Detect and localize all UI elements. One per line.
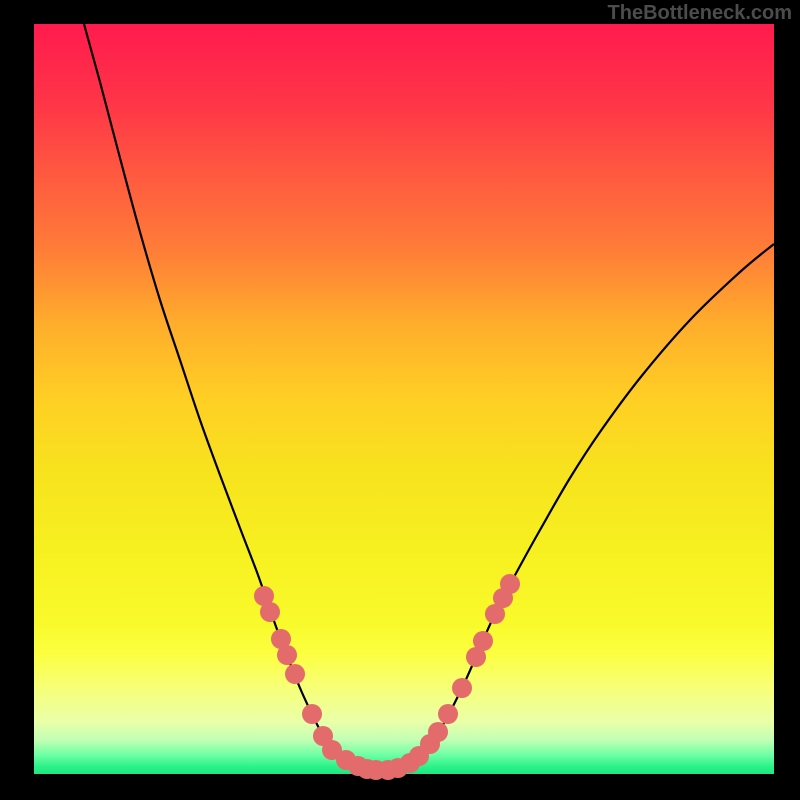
data-marker [438, 704, 458, 724]
data-marker [428, 722, 448, 742]
curve-layer [0, 0, 800, 800]
curve-right-branch [380, 244, 774, 770]
data-marker [277, 645, 297, 665]
watermark-text: TheBottleneck.com [608, 2, 792, 25]
data-marker [500, 574, 520, 594]
data-marker [260, 602, 280, 622]
data-marker [473, 631, 493, 651]
data-marker [302, 704, 322, 724]
curve-left-branch [84, 24, 380, 770]
chart-container: TheBottleneck.com [0, 0, 800, 800]
data-marker [285, 664, 305, 684]
data-marker [452, 678, 472, 698]
